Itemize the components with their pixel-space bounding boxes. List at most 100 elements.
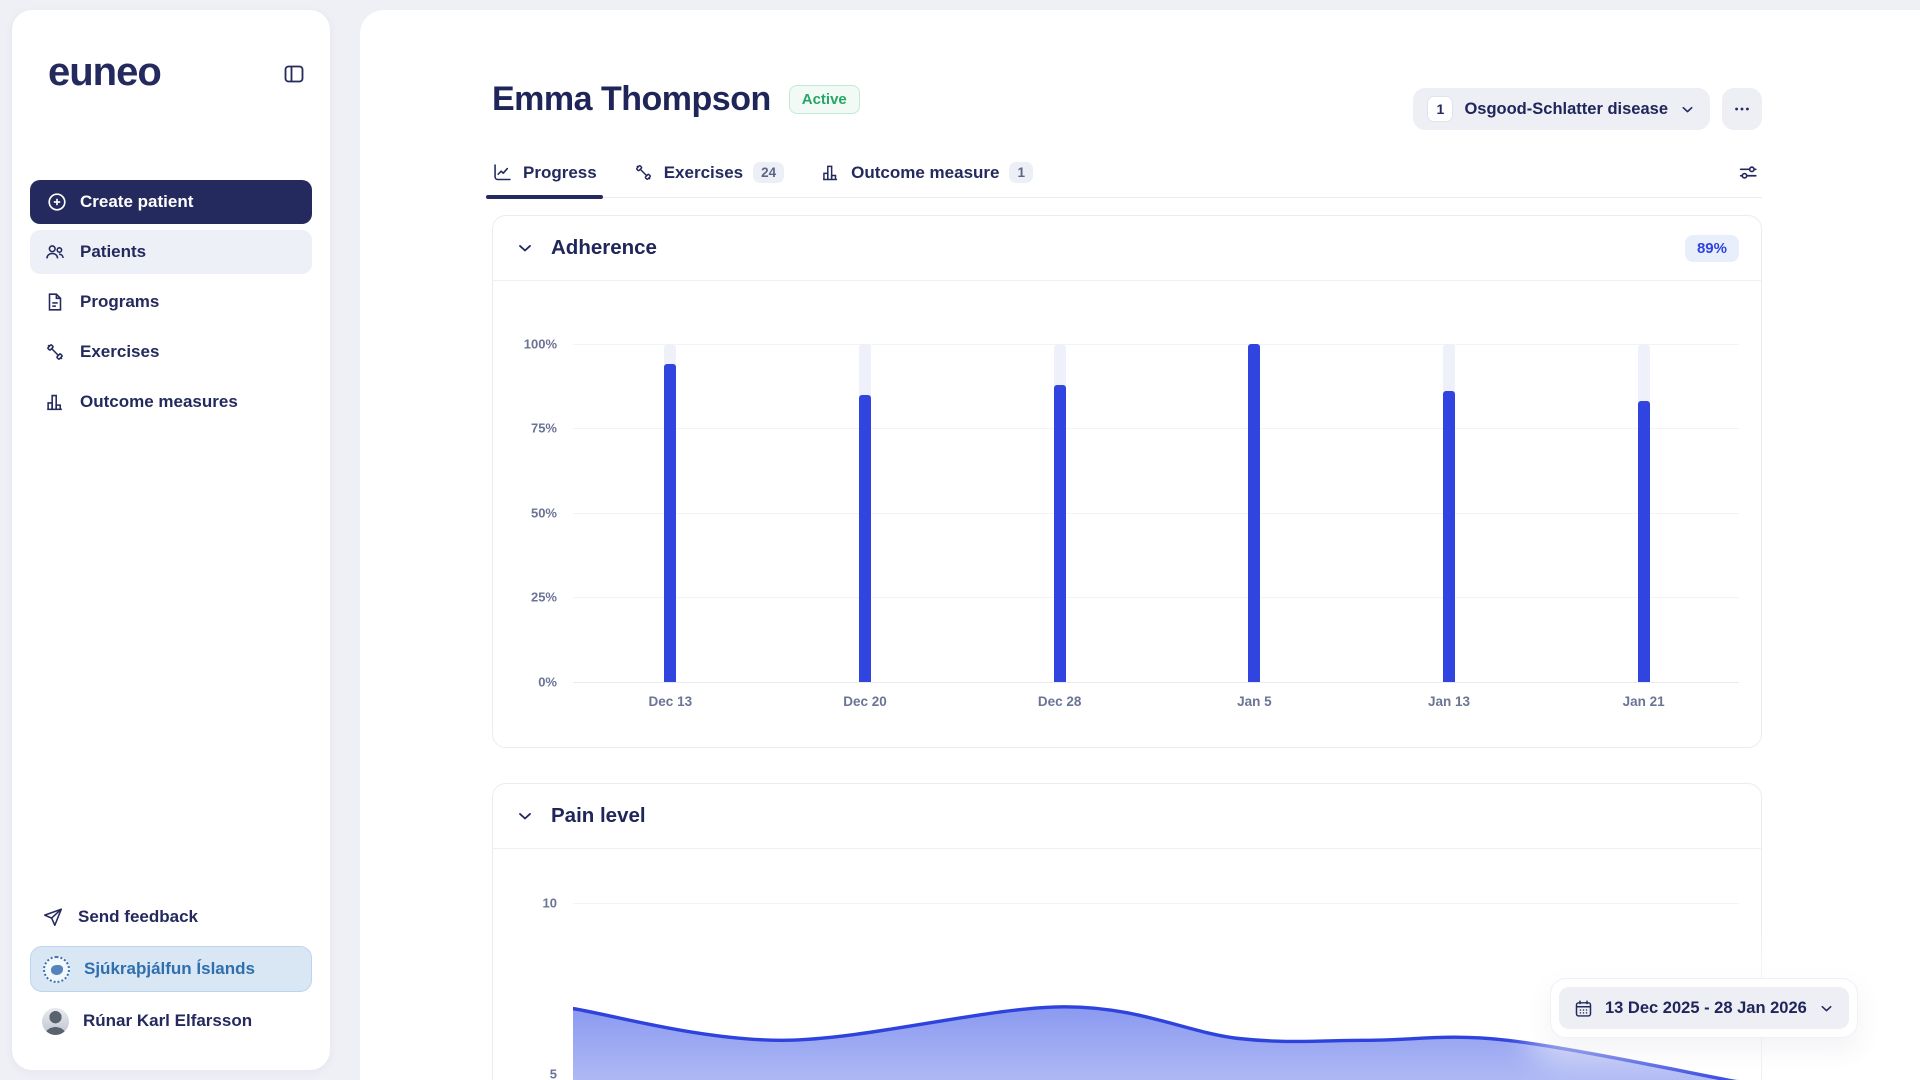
sidebar-item-label: Outcome measures: [80, 392, 238, 411]
user-account[interactable]: Rúnar Karl Elfarsson: [30, 1000, 312, 1042]
chevron-down-icon: [1818, 1000, 1835, 1017]
adherence-y-axis: 100% 75% 50% 25% 0%: [509, 216, 557, 747]
tab-bar: Progress Exercises 24: [486, 148, 1762, 199]
create-patient-button[interactable]: Create patient: [30, 180, 312, 224]
date-range-label: 13 Dec 2025 - 28 Jan 2026: [1605, 998, 1807, 1017]
x-tick-label: Dec 28: [1037, 694, 1082, 709]
gridline: [573, 513, 1739, 514]
x-tick-label: Jan 21: [1622, 694, 1665, 709]
chart-filter-button[interactable]: [1734, 159, 1762, 187]
patient-header: Emma Thompson Active: [492, 80, 860, 119]
condition-label: Osgood-Schlatter disease: [1464, 99, 1668, 118]
dumbbell-icon: [633, 162, 654, 183]
sliders-icon: [1737, 162, 1759, 184]
status-badge: Active: [788, 85, 860, 114]
clinic-logo: [43, 955, 70, 983]
x-tick-label: Jan 5: [1237, 694, 1272, 709]
adherence-bar: [859, 394, 871, 682]
gridline: [573, 428, 1739, 429]
more-options-button[interactable]: [1722, 88, 1762, 130]
sidebar-nav: Create patient Patients: [30, 180, 312, 424]
adherence-bar: [1053, 384, 1066, 682]
sidebar-footer: Send feedback Sjúkraþjálfun Íslands Rúna…: [30, 896, 312, 1042]
date-range-picker[interactable]: 13 Dec 2025 - 28 Jan 2026: [1550, 978, 1858, 1038]
x-tick-label: Jan 13: [1427, 694, 1471, 709]
adherence-x-axis: Dec 13 Dec 20 Dec 28 Jan 5 Jan 13 Jan 21: [573, 694, 1741, 714]
plus-circle-icon: [46, 191, 68, 213]
patient-header-actions: 1 Osgood-Schlatter disease: [1413, 88, 1762, 130]
adherence-title: Adherence: [551, 236, 657, 259]
tab-exercises[interactable]: Exercises 24: [633, 148, 785, 197]
pain-level-area-chart: [573, 1005, 1737, 1080]
chevron-down-icon: [1679, 101, 1696, 118]
tab-count-badge: 1: [1009, 162, 1033, 183]
gridline: [573, 597, 1739, 598]
calendar-icon: [1573, 998, 1594, 1019]
adherence-bar: [1248, 344, 1261, 682]
line-chart-icon: [492, 162, 513, 183]
sidebar: euneo Create patient: [12, 10, 330, 1070]
adherence-panel: Adherence 89% 100% 75% 50% 25% 0% Dec 13…: [492, 215, 1762, 748]
sidebar-item-label: Patients: [80, 242, 147, 261]
gridline-baseline: [573, 682, 1739, 683]
y-tick-label: 5: [549, 1066, 557, 1080]
ellipsis-icon: [1732, 99, 1752, 119]
send-feedback-label: Send feedback: [78, 907, 198, 926]
divider: [493, 848, 1761, 849]
collapse-section-icon[interactable]: [515, 806, 535, 826]
bar-chart-icon: [820, 162, 841, 183]
user-name: Rúnar Karl Elfarsson: [83, 1011, 253, 1030]
sidebar-item-outcome-measures[interactable]: Outcome measures: [30, 380, 312, 424]
paper-plane-icon: [42, 906, 64, 928]
tab-label: Progress: [523, 162, 597, 182]
adherence-bar-chart: [573, 344, 1741, 682]
page-title: Emma Thompson: [492, 80, 771, 118]
adherence-bar: [1637, 401, 1650, 682]
adherence-panel-header: Adherence 89%: [493, 216, 1761, 280]
pain-y-axis: 10 5: [509, 784, 557, 1080]
tab-count-badge: 24: [753, 162, 785, 183]
sidebar-item-label: Exercises: [80, 342, 160, 361]
divider: [493, 280, 1761, 281]
main-content: Emma Thompson Active 1 Osgood-Schlatter …: [360, 10, 1920, 1080]
dumbbell-icon: [44, 341, 66, 363]
bar-chart-icon: [44, 391, 66, 413]
y-tick-label: 75%: [530, 420, 557, 436]
adherence-bar: [1443, 391, 1455, 682]
tab-progress[interactable]: Progress: [486, 148, 603, 199]
sidebar-item-patients[interactable]: Patients: [30, 230, 312, 274]
pain-level-title: Pain level: [551, 804, 646, 827]
y-tick-label: 10: [542, 895, 557, 911]
euneo-logo: euneo: [48, 50, 162, 94]
x-tick-label: Dec 20: [843, 694, 887, 709]
x-tick-label: Dec 13: [648, 694, 693, 709]
send-feedback-button[interactable]: Send feedback: [30, 896, 312, 938]
collapse-sidebar-icon[interactable]: [282, 62, 306, 86]
clinic-name: Sjúkraþjálfun Íslands: [84, 959, 255, 978]
y-tick-label: 25%: [530, 589, 557, 605]
sidebar-item-programs[interactable]: Programs: [30, 280, 312, 324]
sidebar-item-label: Programs: [80, 292, 160, 311]
pain-panel-header: Pain level: [493, 784, 1761, 848]
gridline: [573, 344, 1739, 345]
collapse-section-icon[interactable]: [515, 238, 535, 258]
user-avatar: [42, 1007, 69, 1035]
y-tick-label: 0%: [538, 674, 557, 690]
tab-label: Exercises: [663, 162, 744, 182]
adherence-bar: [664, 364, 677, 682]
adherence-average-badge: 89%: [1684, 234, 1739, 262]
clinic-switcher[interactable]: Sjúkraþjálfun Íslands: [30, 946, 312, 992]
tab-label: Outcome measure: [851, 162, 1000, 182]
sidebar-item-exercises[interactable]: Exercises: [30, 330, 312, 374]
pain-level-panel: Pain level 10 5: [492, 783, 1762, 1080]
date-range-pill: 13 Dec 2025 - 28 Jan 2026: [1559, 987, 1849, 1029]
y-tick-label: 50%: [530, 505, 557, 521]
tab-outcome-measure[interactable]: Outcome measure 1: [820, 148, 1033, 197]
condition-dropdown[interactable]: 1 Osgood-Schlatter disease: [1413, 88, 1710, 130]
y-tick-label: 100%: [523, 336, 557, 352]
create-patient-label: Create patient: [80, 192, 194, 211]
gridline: [573, 903, 1739, 904]
document-icon: [44, 291, 66, 313]
condition-count-badge: 1: [1427, 96, 1454, 122]
